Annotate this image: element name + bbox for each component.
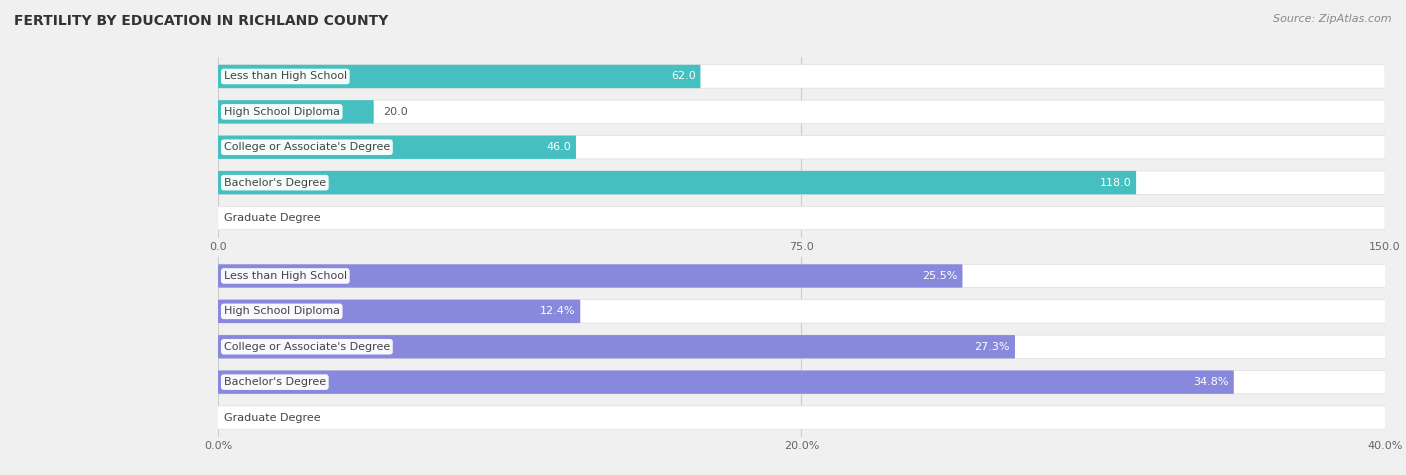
Text: 0.0%: 0.0%: [228, 412, 256, 423]
FancyBboxPatch shape: [218, 100, 1385, 124]
Text: Less than High School: Less than High School: [224, 271, 347, 281]
FancyBboxPatch shape: [218, 65, 1385, 88]
Text: 34.8%: 34.8%: [1194, 377, 1229, 387]
Text: College or Associate's Degree: College or Associate's Degree: [224, 142, 389, 152]
FancyBboxPatch shape: [218, 370, 1385, 394]
Text: 0.0: 0.0: [228, 213, 245, 223]
Text: High School Diploma: High School Diploma: [224, 306, 340, 316]
FancyBboxPatch shape: [218, 206, 1385, 230]
Text: 27.3%: 27.3%: [974, 342, 1010, 352]
FancyBboxPatch shape: [218, 335, 1385, 359]
FancyBboxPatch shape: [218, 300, 581, 323]
Text: Graduate Degree: Graduate Degree: [224, 213, 321, 223]
Text: High School Diploma: High School Diploma: [224, 107, 340, 117]
Text: Bachelor's Degree: Bachelor's Degree: [224, 377, 326, 387]
FancyBboxPatch shape: [218, 264, 963, 288]
FancyBboxPatch shape: [218, 300, 1385, 323]
Text: Source: ZipAtlas.com: Source: ZipAtlas.com: [1274, 14, 1392, 24]
FancyBboxPatch shape: [218, 171, 1136, 194]
Text: College or Associate's Degree: College or Associate's Degree: [224, 342, 389, 352]
Text: 12.4%: 12.4%: [540, 306, 575, 316]
FancyBboxPatch shape: [218, 135, 576, 159]
Text: 118.0: 118.0: [1099, 178, 1132, 188]
FancyBboxPatch shape: [218, 135, 1385, 159]
Text: 46.0: 46.0: [547, 142, 571, 152]
FancyBboxPatch shape: [218, 100, 374, 124]
Text: Bachelor's Degree: Bachelor's Degree: [224, 178, 326, 188]
FancyBboxPatch shape: [218, 171, 1385, 194]
Text: 20.0: 20.0: [382, 107, 408, 117]
FancyBboxPatch shape: [218, 406, 1385, 429]
Text: Graduate Degree: Graduate Degree: [224, 412, 321, 423]
Text: Less than High School: Less than High School: [224, 71, 347, 82]
FancyBboxPatch shape: [218, 65, 700, 88]
FancyBboxPatch shape: [218, 264, 1385, 288]
FancyBboxPatch shape: [218, 370, 1234, 394]
Text: 25.5%: 25.5%: [922, 271, 957, 281]
Text: FERTILITY BY EDUCATION IN RICHLAND COUNTY: FERTILITY BY EDUCATION IN RICHLAND COUNT…: [14, 14, 388, 28]
FancyBboxPatch shape: [218, 335, 1015, 359]
Text: 62.0: 62.0: [671, 71, 696, 82]
